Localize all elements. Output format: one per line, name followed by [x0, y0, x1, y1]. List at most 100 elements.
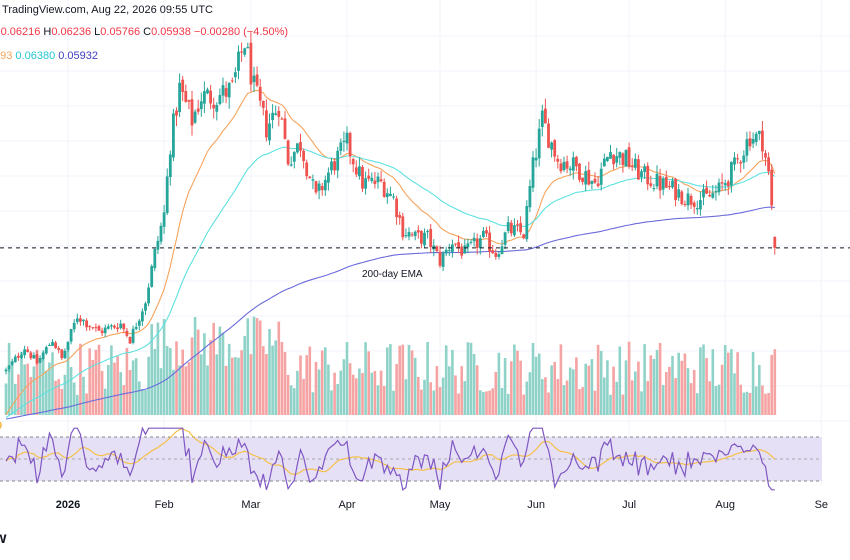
candle-body [668, 185, 671, 187]
candle-body [726, 181, 730, 187]
candle-body [51, 341, 54, 346]
x-tick-label: Feb [155, 499, 174, 511]
candle-body [770, 169, 774, 206]
volume-bar [528, 372, 532, 415]
volume-bar [395, 364, 398, 415]
candle-body [274, 113, 278, 115]
volume-bar [26, 363, 29, 415]
candle-body [23, 349, 26, 356]
candle-body [159, 225, 163, 242]
volume-bar [705, 358, 708, 415]
candle-body [32, 355, 36, 359]
volume-bar [156, 322, 160, 415]
volume-bar [351, 374, 355, 415]
candle-body [742, 155, 746, 163]
candle-body [692, 202, 696, 207]
ema-200-annotation: 200-day EMA [362, 269, 423, 280]
volume-bar [444, 345, 448, 415]
candle-body [590, 180, 594, 184]
x-tick-label: Apr [338, 499, 355, 511]
volume-bar [730, 349, 733, 415]
volume-bar [116, 356, 119, 415]
candle-body [745, 139, 749, 156]
volume-bar [559, 344, 563, 415]
volume-bar [479, 390, 482, 415]
rsi-readout: 9 [0, 420, 2, 432]
candle-body [773, 237, 777, 248]
candle-body [91, 327, 95, 329]
ema-value: 493 [0, 50, 13, 62]
candle-body [277, 110, 281, 117]
volume-bar [370, 372, 374, 415]
volume-bar [69, 367, 73, 415]
candle-body [240, 51, 243, 53]
volume-bar [172, 369, 175, 415]
volume-bar [94, 349, 98, 415]
volume-bar [643, 344, 646, 415]
candle-body [593, 178, 597, 183]
candle-body [413, 231, 417, 237]
candle-body [624, 149, 628, 167]
candle-body [748, 138, 752, 147]
volume-bar [38, 361, 42, 415]
candle-body [317, 183, 321, 191]
volume-bar [237, 357, 240, 415]
volume-bar [510, 361, 513, 415]
volume-bar [423, 379, 426, 415]
volume-bar [404, 379, 408, 415]
volume-bar [745, 391, 749, 415]
volume-bar [674, 378, 677, 415]
volume-bar [358, 368, 361, 415]
volume-bar [572, 369, 575, 415]
volume-bar [85, 393, 88, 415]
volume-bar [355, 378, 358, 415]
candle-body [224, 88, 228, 97]
candle-body [354, 167, 358, 175]
candle-body [568, 168, 572, 171]
volume-bar [599, 350, 603, 415]
volume-bar [63, 374, 67, 415]
candle-body [243, 48, 247, 55]
volume-bar [91, 359, 95, 415]
volume-bar [683, 353, 687, 415]
candle-body [633, 158, 637, 168]
volume-bar [454, 375, 457, 415]
candle-body [767, 157, 770, 172]
volume-bar [398, 345, 401, 415]
candle-body [172, 113, 175, 158]
candle-body [398, 215, 402, 218]
candle-body [649, 183, 653, 187]
volume-bar [618, 346, 622, 415]
volume-bar [689, 383, 693, 415]
candle-body [751, 138, 755, 144]
candle-body [658, 175, 662, 191]
volume-bar [23, 364, 26, 415]
x-tick-label: 2026 [56, 499, 80, 511]
candle-body [44, 347, 48, 354]
candle-body [199, 101, 203, 110]
candle-body [97, 326, 101, 331]
candle-body [38, 357, 42, 363]
candle-body [147, 287, 150, 304]
candle-body [571, 157, 575, 171]
volume-bar [184, 366, 188, 415]
candle-body [63, 350, 67, 359]
volume-bar [733, 373, 736, 415]
candle-body [612, 154, 615, 165]
volume-bar [407, 344, 411, 415]
volume-bar [736, 352, 739, 415]
candle-body [475, 238, 479, 248]
candle-body [10, 361, 14, 365]
candle-body [85, 320, 88, 328]
candle-body [150, 266, 154, 287]
volume-bar [221, 332, 225, 415]
candle-body [227, 82, 231, 98]
volume-bar [435, 365, 439, 415]
candle-body [122, 323, 126, 330]
volume-bar [451, 349, 454, 415]
candle-body [320, 186, 324, 191]
volume-bar [231, 357, 234, 415]
volume-bar [711, 349, 715, 415]
volume-bar [457, 393, 460, 415]
